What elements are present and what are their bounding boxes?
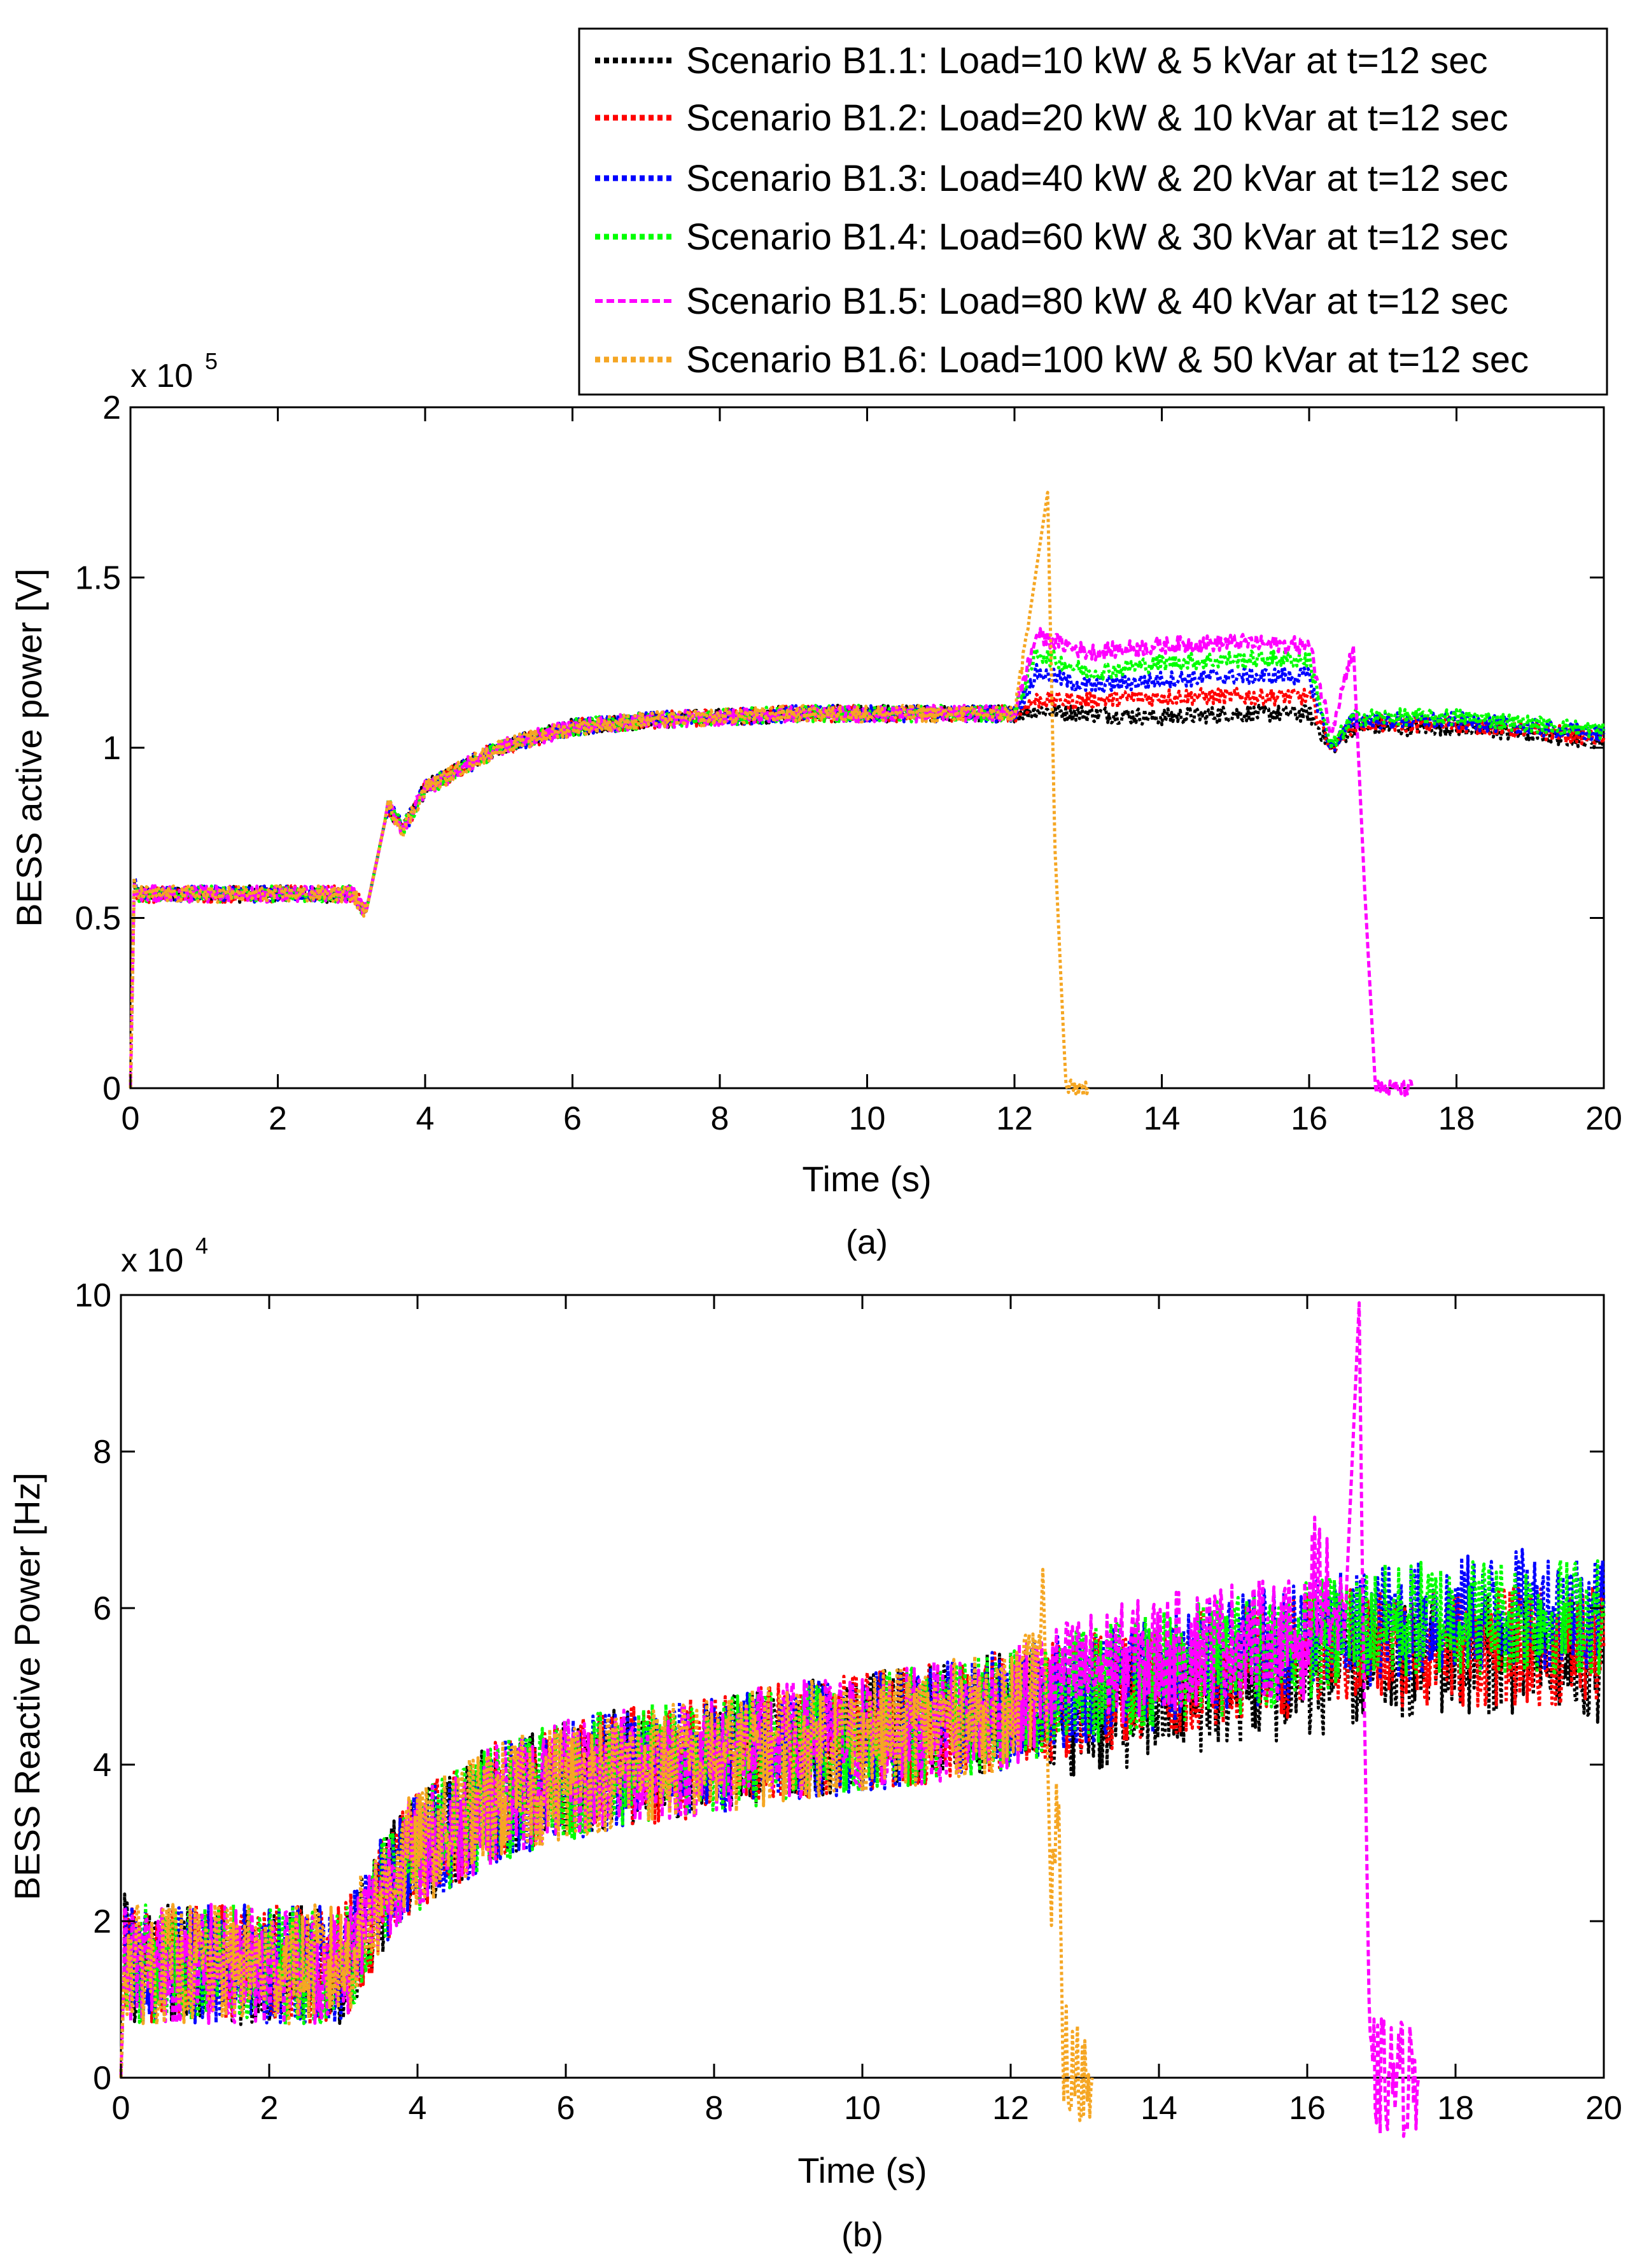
- panel-b-ytick-label: 8: [93, 1434, 111, 1471]
- panel-b-xtick-label: 8: [705, 2090, 724, 2127]
- panel-b-exponent: x 10: [121, 1242, 183, 1279]
- panel-a-xtick-label: 4: [416, 1100, 435, 1137]
- panel-b-xtick-label: 0: [112, 2090, 130, 2127]
- panel-b-xtick-label: 10: [844, 2090, 881, 2127]
- panel-b-caption: (b): [841, 2216, 883, 2254]
- panel-a-caption: (a): [846, 1223, 888, 1261]
- panel-a-xtick-label: 16: [1291, 1100, 1328, 1137]
- panel-b-ylabel: BESS Reactive Power [Hz]: [7, 1473, 47, 1900]
- legend-label-b1-2: Scenario B1.2: Load=20 kW & 10 kVar at t…: [686, 97, 1508, 139]
- legend-label-b1-5: Scenario B1.5: Load=80 kW & 40 kVar at t…: [686, 281, 1508, 322]
- panel-a-exponent-power: 5: [205, 348, 218, 374]
- legend-label-b1-4: Scenario B1.4: Load=60 kW & 30 kVar at t…: [686, 216, 1508, 258]
- panel-b-xtick-label: 2: [260, 2090, 279, 2127]
- panel-a-xtick-label: 12: [996, 1100, 1033, 1137]
- panel-b-xtick-label: 20: [1585, 2090, 1622, 2127]
- panel-a-ticks: 0 2 4 6 8 10 12 14 16 18 20 0 0.5 1 1.5 2: [75, 389, 1622, 1137]
- panel-b-ticks: 0 2 4 6 8 10 12 14 16 18 20 0 2 4 6 8 10: [74, 1277, 1622, 2127]
- panel-a-series-group: [129, 491, 1606, 1097]
- panel-b-ytick-label: 6: [93, 1590, 111, 1627]
- panel-b-xtick-label: 4: [409, 2090, 427, 2127]
- legend-label-b1-3: Scenario B1.3: Load=40 kW & 20 kVar at t…: [686, 158, 1508, 199]
- panel-a: 0 2 4 6 8 10 12 14 16 18 20 0 0.5 1 1.5 2 x 10 5 Time (…: [9, 348, 1622, 1261]
- panel-b-series-scenario-b1-6: [119, 1567, 1094, 2122]
- panel-b-ytick-label: 4: [93, 1747, 111, 1784]
- panel-b-series-group: [119, 1301, 1606, 2138]
- panel-b-ytick-label: 2: [93, 1903, 111, 1940]
- panel-b-xlabel: Time (s): [797, 2150, 927, 2190]
- panel-b-xtick-label: 14: [1140, 2090, 1177, 2127]
- panel-a-xlabel: Time (s): [802, 1159, 931, 1199]
- panel-a-xtick-label: 0: [122, 1100, 140, 1137]
- panel-a-xtick-label: 18: [1438, 1100, 1475, 1137]
- panel-a-plot-frame: [129, 406, 1605, 1089]
- panel-b: 0 2 4 6 8 10 12 14 16 18 20 0 2 4 6 8 10 x 10 4 Time (s)…: [7, 1233, 1622, 2254]
- panel-a-xtick-label: 10: [849, 1100, 886, 1137]
- panel-a-series-scenario-b1-6: [129, 491, 1090, 1097]
- panel-a-exponent: x 10: [130, 358, 193, 395]
- panel-a-ytick-label: 1.5: [75, 560, 121, 597]
- panel-a-ytick-label: 2: [102, 389, 121, 426]
- panel-b-series-scenario-b1-4: [119, 1558, 1606, 2078]
- legend-box: [578, 27, 1608, 396]
- panel-b-ytick-label: 10: [74, 1277, 111, 1314]
- panel-b-xtick-label: 6: [557, 2090, 575, 2127]
- panel-a-xtick-label: 6: [563, 1100, 582, 1137]
- panel-b-xtick-label: 18: [1437, 2090, 1474, 2127]
- panel-a-xtick-label: 14: [1144, 1100, 1181, 1137]
- legend-label-b1-6: Scenario B1.6: Load=100 kW & 50 kVar at …: [686, 339, 1529, 381]
- panel-b-ytick-label: 0: [93, 2060, 111, 2097]
- panel-b-exponent-power: 4: [195, 1233, 208, 1259]
- legend: Scenario B1.1: Load=10 kW & 5 kVar at t=…: [578, 27, 1608, 396]
- panel-a-xtick-label: 8: [711, 1100, 729, 1137]
- panel-b-xtick-label: 12: [992, 2090, 1029, 2127]
- panel-a-xtick-label: 20: [1585, 1100, 1622, 1137]
- legend-label-b1-1: Scenario B1.1: Load=10 kW & 5 kVar at t=…: [686, 40, 1488, 81]
- panel-a-series-scenario-b1-3: [129, 662, 1606, 1089]
- panel-a-ylabel: BESS active power [V]: [9, 568, 49, 927]
- panel-a-ytick-label: 0.5: [75, 900, 121, 937]
- panel-b-xtick-label: 16: [1289, 2090, 1326, 2127]
- panel-a-ytick-label: 0: [102, 1070, 121, 1107]
- panel-a-ytick-label: 1: [102, 730, 121, 767]
- panel-a-xtick-label: 2: [269, 1100, 287, 1137]
